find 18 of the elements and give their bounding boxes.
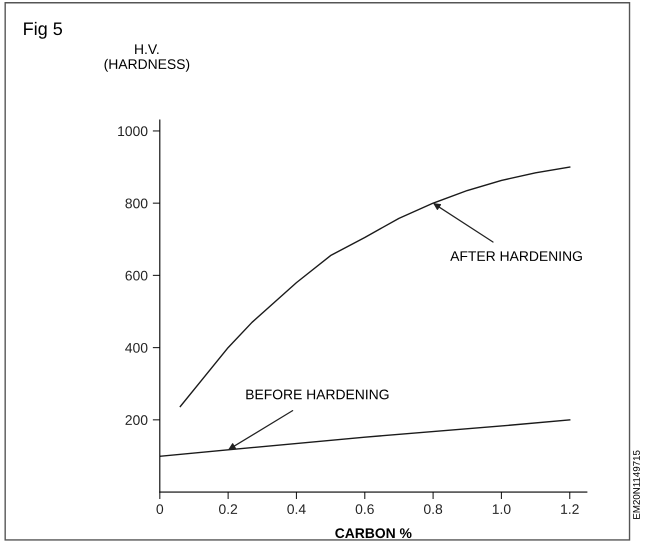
- annotation: AFTER HARDENING: [450, 251, 582, 262]
- x-tick-label: 0.2: [219, 504, 238, 514]
- x-tick-label: 0.8: [424, 504, 442, 514]
- y-tick-label: 800: [125, 198, 148, 208]
- y-tick-label: 1000: [118, 126, 148, 136]
- chart-title: Fig 5: [24, 22, 62, 39]
- text: EM20N1149715: [633, 450, 640, 519]
- y-tick-label: 200: [126, 415, 148, 425]
- x-tick-label: 0.6: [356, 504, 374, 514]
- x-axis-title: CARBON %: [335, 528, 412, 538]
- annotation: BEFORE HARDENING: [246, 390, 388, 400]
- y-tick-label: 400: [125, 342, 148, 353]
- y-tick-label: 600: [126, 270, 148, 281]
- x-tick-label: 0: [156, 504, 164, 514]
- x-tick-label: 0.4: [287, 504, 306, 514]
- x-tick-label: 1.2: [561, 504, 579, 514]
- y-axis-title: H.V. (HARDNESS): [104, 44, 190, 72]
- x-tick-label: 1.0: [492, 504, 511, 514]
